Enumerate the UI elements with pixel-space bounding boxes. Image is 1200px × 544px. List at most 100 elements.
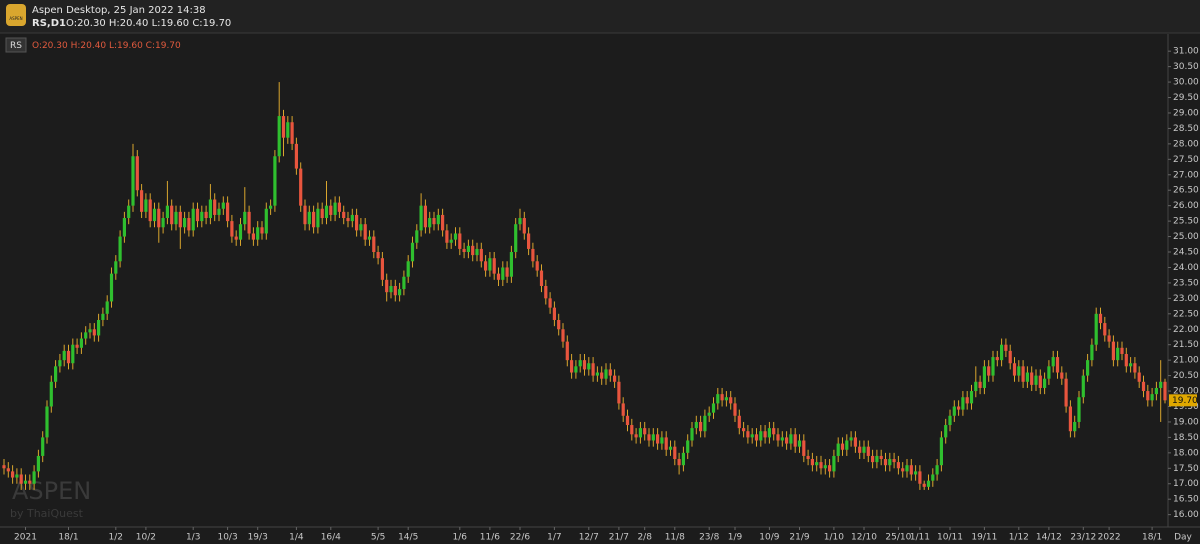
candle-body <box>630 425 634 435</box>
candle-body <box>509 252 513 277</box>
candle-body <box>969 391 974 404</box>
x-tick-label: 1/7 <box>547 533 561 543</box>
candle-body <box>668 446 673 450</box>
candle-body <box>1060 372 1064 379</box>
logo-text: ASPEN <box>9 16 22 21</box>
candle-body <box>656 434 660 444</box>
candle-body <box>449 239 453 243</box>
candle-body <box>987 366 991 376</box>
candle-body <box>303 205 307 225</box>
candle-body <box>174 211 178 225</box>
candle-body <box>170 205 174 225</box>
candle-body <box>114 261 118 274</box>
candle-body <box>58 360 62 367</box>
candle-body <box>961 397 965 410</box>
x-tick-label: 11/6 <box>480 533 500 543</box>
candle-body <box>6 468 10 472</box>
candle-body <box>41 437 45 456</box>
candle-body <box>286 122 290 138</box>
x-tick-label: 1/6 <box>453 533 468 543</box>
candle-body <box>307 211 311 225</box>
candle-body <box>200 211 204 222</box>
candle-body <box>329 205 333 215</box>
candle-body <box>238 224 243 240</box>
candle-body <box>131 156 135 206</box>
candle-body <box>1051 357 1055 367</box>
candle-body <box>1159 381 1163 388</box>
candle-body <box>84 332 88 339</box>
candle-body <box>806 455 810 460</box>
x-tick-label: 1/11 <box>910 533 930 543</box>
candle-body <box>617 381 621 404</box>
candle-body <box>178 211 182 228</box>
candle-body <box>578 360 582 367</box>
candle-body <box>140 190 144 212</box>
candle-body <box>535 261 539 271</box>
x-tick-label: 5/5 <box>371 533 385 543</box>
candle-body <box>49 381 53 407</box>
candle-body <box>1077 397 1081 422</box>
candle-body <box>634 434 638 438</box>
candle-body <box>548 298 552 308</box>
candle-body <box>1004 344 1008 351</box>
candle-body <box>398 289 402 296</box>
candle-body <box>570 360 574 373</box>
candle-body <box>527 233 531 249</box>
candle-body <box>737 415 741 429</box>
candle-body <box>488 258 492 271</box>
y-tick-label: 27.00 <box>1173 170 1199 180</box>
candle-body <box>531 248 535 262</box>
candle-body <box>316 208 320 228</box>
candle-body <box>565 341 569 361</box>
candle-body <box>772 428 776 435</box>
header-bar <box>0 0 1200 33</box>
candle-body <box>234 236 238 240</box>
candle-body <box>862 446 866 453</box>
candle-body <box>118 236 122 262</box>
candle-body <box>372 236 376 253</box>
candle-body <box>1103 323 1107 336</box>
candle-body <box>492 258 496 274</box>
candle-body <box>746 431 750 438</box>
candle-body <box>376 252 380 259</box>
candle-body <box>389 286 393 293</box>
candle-body <box>479 248 483 262</box>
candle-body <box>901 468 905 472</box>
candle-body <box>385 279 389 293</box>
candle-body <box>441 214 445 231</box>
y-tick-label: 24.00 <box>1173 263 1199 273</box>
candle-body <box>505 267 509 277</box>
candle-body <box>264 208 268 234</box>
candle-body <box>759 431 763 441</box>
candle-body <box>845 440 849 450</box>
x-tick-label: 23/12 <box>1070 533 1096 543</box>
candle-body <box>1055 357 1060 373</box>
candle-body <box>544 286 548 299</box>
candle-body <box>71 344 75 364</box>
y-tick-label: 31.00 <box>1173 47 1199 57</box>
y-tick-label: 19.50 <box>1173 402 1199 412</box>
x-tick-label: 19/11 <box>971 533 997 543</box>
candle-body <box>367 236 372 240</box>
watermark-brand: ASPEN <box>12 477 91 505</box>
candle-body <box>815 462 819 466</box>
candle-body <box>350 214 354 222</box>
candle-body <box>1094 313 1098 345</box>
x-tick-label: 21/9 <box>789 533 809 543</box>
candle-body <box>926 480 931 487</box>
candle-body <box>957 406 961 410</box>
candle-body <box>148 199 152 222</box>
candle-body <box>92 329 96 336</box>
candle-body <box>561 329 565 342</box>
candle-body <box>406 261 410 277</box>
x-tick-label: 23/8 <box>699 533 719 543</box>
candle-body <box>939 437 943 466</box>
candle-body <box>518 218 522 225</box>
candle-body <box>1129 363 1133 367</box>
candle-body <box>363 224 367 240</box>
candle-body <box>1111 341 1115 361</box>
y-tick-label: 28.00 <box>1173 139 1199 149</box>
candle-body <box>1141 381 1146 392</box>
x-tick-label: 1/4 <box>289 533 304 543</box>
